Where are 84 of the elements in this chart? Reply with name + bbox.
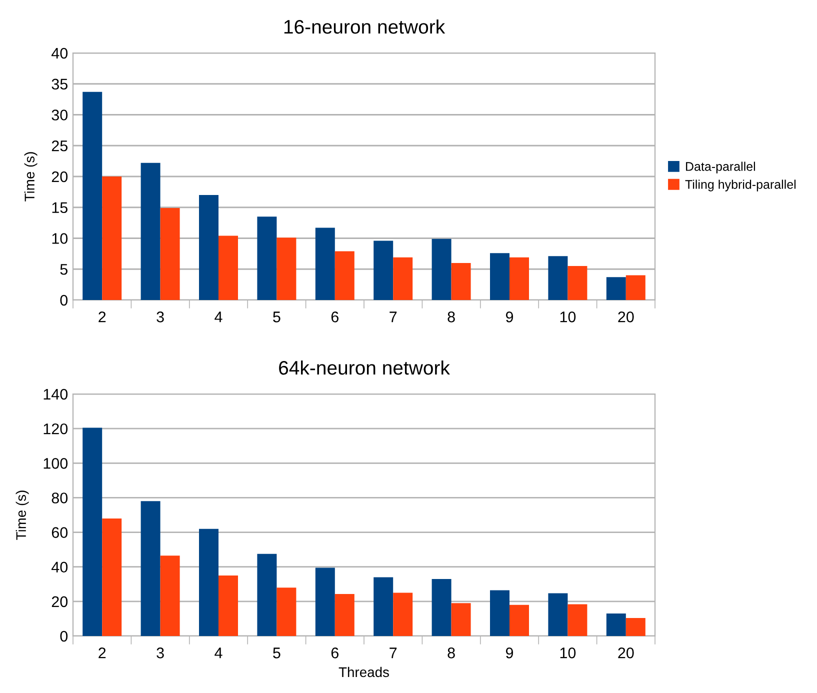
bar xyxy=(199,195,218,300)
bar xyxy=(218,576,238,636)
x-tick-label: 10 xyxy=(560,648,576,658)
x-tick-label: 20 xyxy=(618,648,634,658)
x-tick-label: 3 xyxy=(156,312,164,322)
bar xyxy=(548,256,568,300)
bar xyxy=(334,594,354,636)
chart-title: 16-neuron network xyxy=(284,19,446,34)
x-tick-label: 9 xyxy=(506,312,514,322)
x-tick-label: 4 xyxy=(214,648,222,658)
y-tick-label: 15 xyxy=(52,202,68,214)
y-tick-label: 20 xyxy=(52,171,68,182)
y-tick-label: 5 xyxy=(60,264,68,275)
bar xyxy=(276,588,296,636)
bar xyxy=(315,228,335,300)
bar xyxy=(606,277,626,300)
y-tick-label: 0 xyxy=(60,630,68,642)
bar xyxy=(568,604,588,636)
bar xyxy=(393,257,413,300)
bar xyxy=(374,577,394,636)
bar xyxy=(257,554,277,636)
y-axis-title: Time (s) xyxy=(16,490,29,540)
bar xyxy=(490,590,510,636)
y-tick-label: 60 xyxy=(52,527,68,538)
y-axis-title: Time (s) xyxy=(24,152,38,202)
y-tick-label: 0 xyxy=(60,294,68,306)
x-tick-label: 6 xyxy=(331,312,338,322)
bar xyxy=(393,592,413,636)
bar xyxy=(257,216,277,300)
legend-label: Tiling hybrid-parallel xyxy=(685,180,796,192)
y-tick-label: 80 xyxy=(52,492,68,504)
bar xyxy=(315,568,335,636)
x-tick-label: 4 xyxy=(214,312,222,322)
bar xyxy=(218,236,238,300)
x-tick-label: 9 xyxy=(506,648,514,658)
x-tick-label: 8 xyxy=(448,648,455,658)
y-tick-label: 35 xyxy=(52,78,68,90)
y-tick-label: 100 xyxy=(44,458,68,469)
y-tick-label: 30 xyxy=(52,110,68,120)
bar xyxy=(490,253,510,300)
bar xyxy=(82,92,102,300)
bar xyxy=(626,618,646,636)
bar xyxy=(626,275,646,300)
bar xyxy=(334,251,354,300)
y-tick-label: 40 xyxy=(52,48,68,59)
x-axis-title: Threads xyxy=(338,666,389,678)
y-tick-label: 140 xyxy=(44,388,68,400)
x-tick-label: 10 xyxy=(560,312,576,322)
bar xyxy=(510,604,529,636)
y-tick-label: 25 xyxy=(52,140,68,152)
bar xyxy=(276,238,296,300)
bar xyxy=(432,578,452,636)
x-tick-label: 6 xyxy=(331,648,338,658)
x-tick-label: 20 xyxy=(618,312,634,322)
chart-title: 64k-neuron network xyxy=(279,360,450,375)
x-tick-label: 7 xyxy=(390,312,397,322)
bar xyxy=(451,262,471,300)
x-tick-label: 8 xyxy=(448,312,455,322)
legend-label: Data-parallel xyxy=(686,162,756,174)
x-tick-label: 5 xyxy=(273,648,280,658)
x-tick-label: 5 xyxy=(273,312,280,322)
bar xyxy=(451,603,471,636)
bar xyxy=(160,556,180,636)
bar xyxy=(432,238,452,300)
bar xyxy=(606,614,626,636)
y-tick-label: 40 xyxy=(52,562,68,573)
bar xyxy=(82,428,102,636)
bar xyxy=(102,518,122,636)
x-tick-label: 2 xyxy=(98,312,106,322)
bar xyxy=(140,501,160,636)
bar xyxy=(568,266,588,300)
bar xyxy=(160,208,180,300)
x-tick-label: 7 xyxy=(390,648,397,658)
bar xyxy=(548,593,568,636)
bar xyxy=(102,176,122,300)
y-tick-label: 20 xyxy=(52,596,68,608)
x-tick-label: 3 xyxy=(156,648,164,658)
bar xyxy=(510,257,529,300)
y-tick-label: 10 xyxy=(52,233,68,244)
bar xyxy=(374,240,394,300)
x-tick-label: 2 xyxy=(98,648,106,658)
bar xyxy=(199,528,218,636)
bar xyxy=(140,162,160,300)
y-tick-label: 120 xyxy=(44,423,68,434)
